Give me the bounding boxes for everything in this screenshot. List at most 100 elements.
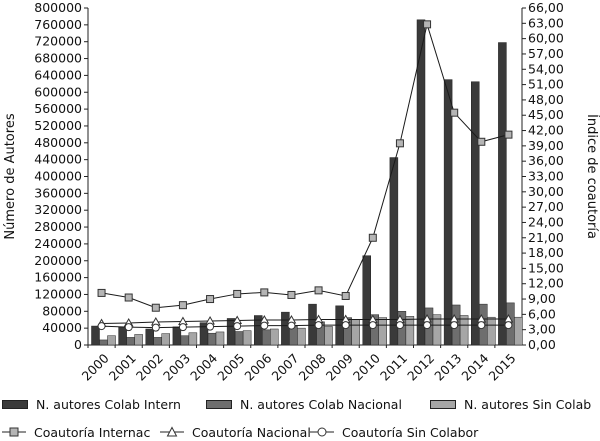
circle-marker — [314, 321, 323, 330]
circle-marker — [450, 321, 459, 330]
bar — [118, 326, 127, 346]
y2-tick-label: 3,00 — [528, 322, 556, 337]
bars-group — [91, 19, 523, 346]
y-tick-label: 600000 — [34, 84, 82, 99]
y-tick-label: 40000 — [42, 320, 82, 335]
legend-item-coautoria-nacional: Coautoría Nacional — [160, 423, 311, 441]
bar — [324, 326, 333, 346]
legend-label-coautoria-nacional: Coautoría Nacional — [192, 424, 311, 440]
x-tick-label: 2009 — [323, 350, 356, 383]
y-tick-label: 520000 — [34, 118, 82, 133]
bar — [416, 19, 426, 346]
square-marker — [395, 139, 404, 148]
y2-tick-label: 45,00 — [528, 107, 564, 122]
y-tick-label: 800000 — [34, 0, 82, 15]
y-tick-label: 400000 — [34, 169, 82, 184]
legend-label-colab-intern: N. autores Colab Intern — [36, 396, 181, 412]
y2-tick-label: 6,00 — [528, 306, 556, 321]
square-marker — [151, 303, 160, 312]
x-tick-label: 2010 — [350, 350, 383, 383]
bar — [145, 328, 154, 346]
y-tick-label: 320000 — [34, 202, 82, 217]
legend-label-coautoria-internac: Coautoría Internac — [34, 424, 151, 440]
bar — [242, 330, 252, 346]
y2-tick-label: 36,00 — [528, 153, 564, 168]
bar — [180, 335, 190, 346]
legend-item-sin-colab: N. autores Sin Colab — [430, 395, 591, 413]
lines-group — [96, 20, 514, 332]
circle-marker — [368, 321, 377, 330]
y-tick-label: 640000 — [34, 67, 82, 82]
square-marker — [97, 288, 106, 297]
y2-tick-label: 39,00 — [528, 138, 564, 153]
y2-tick-label: 15,00 — [528, 260, 564, 275]
bar — [362, 255, 371, 346]
y-tick-label: 0 — [74, 337, 82, 352]
legend-item-coautoria-sin-colabor: Coautoría Sin Colabor — [310, 423, 478, 441]
legend-item-colab-nacional: N. autores Colab Nacional — [206, 395, 402, 413]
y-tick-label: 680000 — [34, 51, 82, 66]
square-marker — [287, 290, 296, 299]
square-marker — [450, 108, 459, 117]
legend-swatch-colab-intern — [2, 399, 28, 409]
y2-tick-label: 63,00 — [528, 15, 564, 30]
x-tick-label: 2012 — [404, 351, 437, 384]
y2-tick-label: 0,00 — [528, 337, 556, 352]
bar — [126, 337, 135, 346]
legend-item-coautoria-internac: Coautoría Internac — [2, 423, 150, 441]
y-tick-label: 120000 — [34, 286, 82, 301]
bar — [351, 319, 360, 346]
bar — [297, 327, 306, 346]
y2-tick-label: 48,00 — [528, 92, 564, 107]
bar — [215, 331, 225, 346]
series-line — [101, 22, 509, 309]
x-tick-label: 2007 — [268, 351, 301, 384]
bar — [270, 328, 279, 346]
square-marker — [341, 291, 350, 300]
circle-marker — [504, 321, 513, 330]
circle-marker — [97, 322, 106, 331]
x-tick-label: 2011 — [377, 351, 410, 384]
series-line — [101, 324, 509, 329]
y2-tick-label: 24,00 — [528, 214, 564, 229]
y-tick-label: 280000 — [34, 219, 82, 234]
y-tick-label: 720000 — [34, 34, 82, 49]
series-line — [101, 318, 509, 325]
bar — [471, 81, 480, 346]
y2-tick-label: 66,00 — [528, 0, 564, 15]
y2-tick-label: 57,00 — [528, 46, 564, 61]
bar — [514, 316, 523, 346]
x-tick-label: 2013 — [431, 351, 464, 384]
square-marker — [206, 295, 215, 304]
y-tick-label: 760000 — [34, 17, 82, 32]
y-axis-title: Número de Autores — [3, 113, 18, 239]
x-tick-label: 2014 — [458, 350, 491, 383]
circle-marker — [260, 321, 269, 330]
bar — [405, 316, 415, 346]
square-marker — [178, 301, 187, 310]
y2-tick-label: 12,00 — [528, 276, 564, 291]
circle-marker — [151, 323, 160, 332]
bar — [161, 333, 170, 346]
x-tick-label: 2015 — [485, 351, 518, 384]
bar — [459, 315, 469, 346]
x-tick-label: 2004 — [187, 350, 220, 383]
circle-marker — [395, 321, 404, 330]
y2-tick-label: 33,00 — [528, 169, 564, 184]
axes-group — [84, 7, 526, 348]
bar — [107, 335, 116, 346]
y2-tick-label: 21,00 — [528, 230, 564, 245]
square-marker-icon — [2, 427, 26, 437]
y2-tick-label: 9,00 — [528, 291, 556, 306]
triangle-marker-icon — [160, 426, 184, 437]
x-tick-label: 2005 — [214, 351, 247, 384]
x-tick-label: 2000 — [79, 350, 112, 383]
bar — [234, 331, 244, 346]
y2-tick-label: 18,00 — [528, 245, 564, 260]
bar — [188, 332, 198, 346]
x-tick-label: 2001 — [106, 351, 139, 384]
bar — [153, 337, 162, 346]
x-tick-label: 2003 — [160, 351, 193, 384]
y-tick-label: 560000 — [34, 101, 82, 116]
y2-tick-label: 42,00 — [528, 123, 564, 138]
